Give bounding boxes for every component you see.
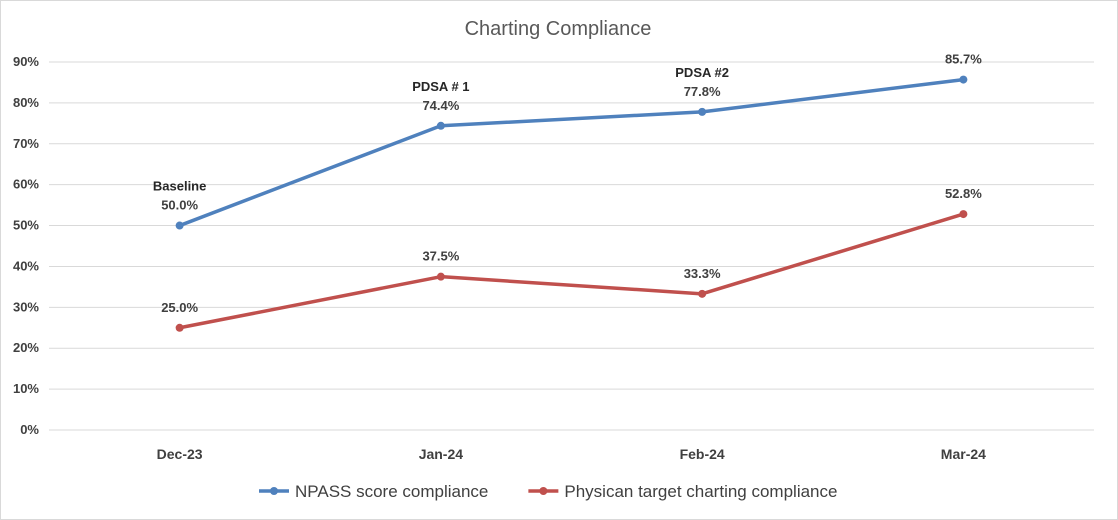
data-label: 74.4% <box>422 98 459 113</box>
data-point <box>698 107 707 116</box>
y-tick-label: 40% <box>13 258 39 273</box>
y-tick-label: 80% <box>13 95 39 110</box>
y-tick-label: 60% <box>13 177 39 192</box>
legend-label: NPASS score compliance <box>295 482 488 501</box>
series-line-1 <box>179 77 964 228</box>
legend-label: Physican target charting compliance <box>564 482 837 501</box>
x-tick-label: Feb-24 <box>680 446 725 462</box>
data-point <box>436 272 445 281</box>
y-tick-label: 10% <box>13 381 39 396</box>
y-tick-label: 0% <box>20 422 39 437</box>
data-label: 77.8% <box>684 84 721 99</box>
chart-title: Charting Compliance <box>465 18 652 40</box>
annotation-label: Baseline <box>153 179 206 194</box>
data-label: 85.7% <box>945 52 982 67</box>
x-tick-label: Dec-23 <box>157 446 203 462</box>
y-tick-label: 20% <box>13 340 39 355</box>
y-axis-ticks: 0% 10% 20% 30% 40% 50% 60% 70% 80% 90% <box>13 54 39 437</box>
data-label: 52.8% <box>945 186 982 201</box>
data-point <box>175 221 184 230</box>
gridlines <box>49 61 1094 431</box>
x-tick-label: Jan-24 <box>419 446 464 462</box>
data-label: 50.0% <box>161 198 198 213</box>
data-labels: 50.0% Baseline 74.4% PDSA # 1 77.8% PDSA #2 85… <box>153 52 982 315</box>
data-point <box>959 75 968 84</box>
data-label: 25.0% <box>161 300 198 315</box>
annotation-label: PDSA # 1 <box>412 79 469 94</box>
x-tick-label: Mar-24 <box>941 446 986 462</box>
data-label: 33.3% <box>684 266 721 281</box>
y-tick-label: 30% <box>13 299 39 314</box>
y-tick-label: 50% <box>13 218 39 233</box>
data-point <box>175 323 184 332</box>
legend-marker <box>270 487 278 495</box>
data-label: 37.5% <box>422 249 459 264</box>
data-point <box>436 121 445 130</box>
annotation-label: PDSA #2 <box>675 65 729 80</box>
y-tick-label: 70% <box>13 136 39 151</box>
y-tick-label: 90% <box>13 54 39 69</box>
legend: NPASS score compliance Physican target ch… <box>259 482 837 501</box>
legend-marker <box>539 487 548 495</box>
data-point <box>959 210 968 219</box>
data-point <box>698 289 707 298</box>
x-axis-ticks: Dec-23 Jan-24 Feb-24 Mar-24 <box>157 446 986 462</box>
series-line-2 <box>179 212 964 330</box>
series-layer <box>175 75 968 332</box>
